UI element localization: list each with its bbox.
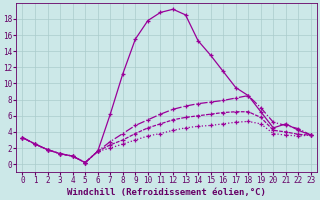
X-axis label: Windchill (Refroidissement éolien,°C): Windchill (Refroidissement éolien,°C): [67, 188, 266, 197]
